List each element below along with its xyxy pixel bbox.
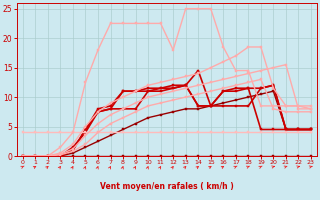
X-axis label: Vent moyen/en rafales ( km/h ): Vent moyen/en rafales ( km/h ): [100, 182, 234, 191]
